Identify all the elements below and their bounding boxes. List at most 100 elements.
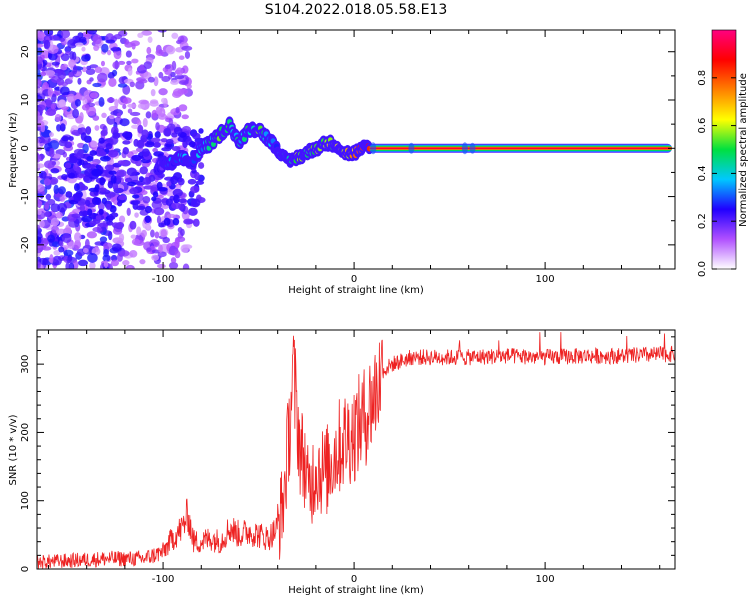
noise-speck xyxy=(145,111,152,119)
noise-speck xyxy=(52,255,63,266)
noise-speck xyxy=(63,249,74,257)
noise-speck xyxy=(125,50,132,58)
noise-speck xyxy=(136,119,142,127)
colorbar: 0.0 0.2 0.4 0.6 0.8 Normalized spectral ampl… xyxy=(697,29,749,277)
noise-speck xyxy=(89,64,99,69)
noise-speck xyxy=(94,66,103,74)
noise-speck xyxy=(50,217,60,227)
noise-speck xyxy=(131,42,136,50)
noise-speck xyxy=(138,99,149,105)
ridge-core xyxy=(241,136,247,142)
noise-speck xyxy=(150,89,156,97)
noise-speck-dense xyxy=(139,166,148,175)
noise-speck-dense xyxy=(65,191,73,198)
noise-speck-dense xyxy=(77,173,85,179)
carrier-line-bulge xyxy=(461,142,468,155)
noise-speck xyxy=(58,246,65,253)
noise-speck-dense xyxy=(85,126,92,135)
carrier-line-bulge xyxy=(370,142,377,155)
noise-speck xyxy=(77,77,82,85)
noise-speck xyxy=(42,246,52,251)
noise-speck xyxy=(105,39,116,44)
noise-speck xyxy=(178,80,189,86)
noise-speck xyxy=(74,239,81,250)
noise-speck xyxy=(47,234,56,243)
noise-speck xyxy=(118,215,126,224)
noise-speck-dense xyxy=(188,141,196,148)
noise-speck xyxy=(181,114,189,120)
y-tick-label: 20 xyxy=(20,45,31,58)
noise-speck xyxy=(38,257,49,266)
noise-speck-dense xyxy=(71,213,81,219)
noise-speck-dense xyxy=(106,221,114,226)
noise-speck-dense xyxy=(144,141,155,148)
noise-speck-dense xyxy=(98,187,107,192)
noise-speck xyxy=(164,64,171,70)
noise-speck-dense xyxy=(117,160,126,165)
noise-speck xyxy=(37,209,42,215)
noise-speck xyxy=(57,71,66,80)
noise-speck xyxy=(170,257,177,264)
noise-speck-dense xyxy=(173,126,183,135)
noise-speck-dense xyxy=(165,138,174,145)
colorbar-ticks: 0.0 0.2 0.4 0.6 0.8 xyxy=(697,70,736,277)
noise-speck xyxy=(126,60,132,65)
noise-speck-dense xyxy=(192,218,200,227)
noise-speck-dense xyxy=(166,180,172,187)
noise-speck xyxy=(45,109,57,116)
noise-speck xyxy=(151,254,160,261)
carrier-line-bulge xyxy=(408,142,415,154)
noise-speck-dense xyxy=(91,196,100,205)
noise-speck xyxy=(170,71,176,78)
noise-speck xyxy=(103,260,109,268)
noise-speck-dense xyxy=(105,143,113,150)
noise-speck-dense xyxy=(165,198,174,206)
noise-speck xyxy=(106,49,112,56)
noise-speck xyxy=(61,174,68,181)
noise-speck xyxy=(90,140,98,148)
colorbar-strip xyxy=(711,29,737,270)
noise-speck xyxy=(146,247,152,252)
noise-speck-dense xyxy=(68,136,74,142)
y-tick-label: -20 xyxy=(20,237,31,253)
noise-speck-dense xyxy=(108,150,119,158)
noise-speck xyxy=(147,76,155,83)
noise-speck xyxy=(157,30,168,33)
noise-speck-dense xyxy=(158,222,165,228)
noise-speck-dense xyxy=(144,215,152,224)
noise-speck xyxy=(161,97,167,104)
noise-speck-dense xyxy=(89,220,97,227)
noise-speck xyxy=(65,224,72,235)
noise-speck-dense xyxy=(187,178,197,185)
noise-speck xyxy=(79,111,84,122)
noise-speck xyxy=(154,231,160,239)
noise-speck-dense xyxy=(118,195,127,201)
noise-speck-dense xyxy=(188,207,198,216)
noise-speck-dense xyxy=(190,198,201,208)
x-tick-label: 0 xyxy=(351,274,357,285)
noise-speck-dense xyxy=(105,203,111,210)
noise-speck-dense xyxy=(173,194,180,204)
noise-speck xyxy=(100,60,105,67)
noise-speck xyxy=(166,213,177,219)
noise-speck xyxy=(81,46,86,52)
noise-speck xyxy=(60,64,68,71)
noise-speck xyxy=(175,106,180,114)
noise-speck xyxy=(122,97,132,104)
noise-speck-dense xyxy=(141,148,150,157)
noise-speck xyxy=(67,39,78,49)
noise-speck xyxy=(89,261,96,269)
noise-speck xyxy=(149,100,159,107)
noise-speck-dense xyxy=(84,164,96,169)
noise-speck xyxy=(89,92,98,99)
noise-speck xyxy=(174,239,180,248)
noise-speck-dense xyxy=(117,200,123,207)
colorbar-tick-label: 0.4 xyxy=(697,165,708,181)
spectrogram-y-axis-label: Frequency (Hz) xyxy=(8,112,19,188)
noise-speck-dense xyxy=(152,191,159,198)
noise-speck-dense xyxy=(152,141,161,148)
noise-speck xyxy=(59,240,64,247)
noise-speck xyxy=(127,103,137,108)
